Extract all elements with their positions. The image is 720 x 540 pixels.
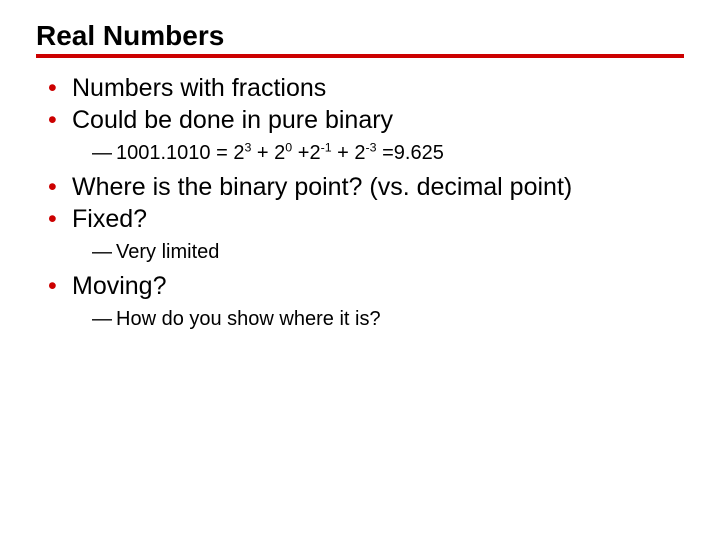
- sub-text: Very limited: [116, 241, 219, 263]
- list-item: Numbers with fractions: [48, 72, 684, 104]
- formula-part: + 2: [251, 142, 285, 164]
- formula-part: =9.625: [377, 142, 444, 164]
- bullet-text: Numbers with fractions: [72, 74, 326, 102]
- list-item: Moving? How do you show where it is?: [48, 270, 684, 333]
- sub-text: How do you show where it is?: [116, 308, 381, 330]
- bullet-text: Fixed?: [72, 205, 147, 233]
- bullet-text: Where is the binary point? (vs. decimal …: [72, 173, 572, 201]
- formula-exp: -1: [321, 140, 332, 154]
- formula-part: 1001.1010 = 2: [116, 142, 244, 164]
- sub-list: 1001.1010 = 23 + 20 +2-1 + 2-3 =9.625: [72, 140, 684, 167]
- slide-title: Real Numbers: [36, 20, 684, 52]
- list-item: Could be done in pure binary 1001.1010 =…: [48, 104, 684, 167]
- sub-list-item: 1001.1010 = 23 + 20 +2-1 + 2-3 =9.625: [92, 140, 684, 167]
- formula-exp: -3: [366, 140, 377, 154]
- title-rule: [36, 54, 684, 58]
- formula-part: +2: [292, 142, 320, 164]
- bullet-text: Moving?: [72, 272, 167, 300]
- bullet-text: Could be done in pure binary: [72, 106, 393, 134]
- formula: 1001.1010 = 23 + 20 +2-1 + 2-3 =9.625: [116, 142, 444, 164]
- sub-list: Very limited: [72, 239, 684, 266]
- sub-list-item: Very limited: [92, 239, 684, 266]
- formula-part: + 2: [332, 142, 366, 164]
- bullet-list: Numbers with fractions Could be done in …: [36, 72, 684, 333]
- slide: Real Numbers Numbers with fractions Coul…: [0, 0, 720, 540]
- list-item: Fixed? Very limited: [48, 203, 684, 266]
- sub-list-item: How do you show where it is?: [92, 306, 684, 333]
- list-item: Where is the binary point? (vs. decimal …: [48, 171, 684, 203]
- title-wrap: Real Numbers: [36, 20, 684, 52]
- sub-list: How do you show where it is?: [72, 306, 684, 333]
